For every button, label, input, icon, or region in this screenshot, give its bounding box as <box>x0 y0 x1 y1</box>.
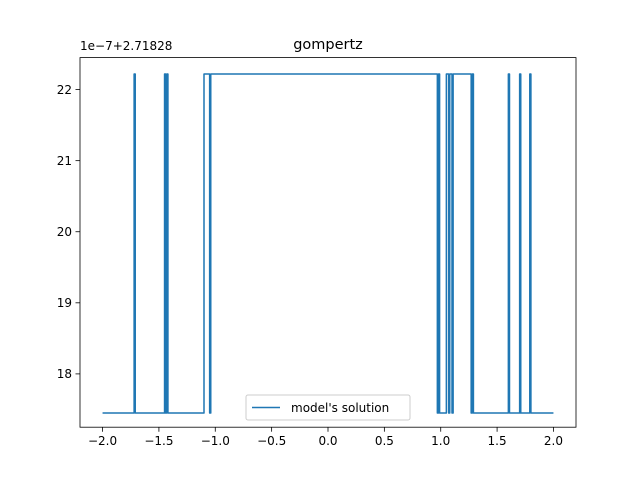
x-tick-label: −1.0 <box>201 434 230 448</box>
series-line-0 <box>102 73 554 414</box>
x-tick-label: 0.0 <box>318 434 337 448</box>
y-offset-label: 1e−7+2.71828 <box>80 39 172 53</box>
y-tick-label: 21 <box>57 154 72 168</box>
y-tick-label: 20 <box>57 225 72 239</box>
series-layer <box>102 73 554 414</box>
x-axis: −2.0 −1.5 −1.0 −0.5 0.0 0.5 1.0 1.5 2.0 <box>88 427 563 448</box>
x-tick-label: 1.0 <box>431 434 450 448</box>
legend-label: model's solution <box>291 401 389 415</box>
x-tick-label: −0.5 <box>257 434 286 448</box>
y-tick-label: 19 <box>57 296 72 310</box>
chart-title: gompertz <box>293 37 363 53</box>
x-tick-label: 2.0 <box>544 434 563 448</box>
x-tick-label: −2.0 <box>88 434 117 448</box>
plot-area <box>80 57 576 428</box>
x-tick-label: −1.5 <box>144 434 173 448</box>
y-tick-label: 18 <box>57 367 72 381</box>
y-axis: 18 19 20 21 22 <box>57 83 80 381</box>
x-tick-label: 0.5 <box>375 434 394 448</box>
y-tick-label: 22 <box>57 83 72 97</box>
legend: model's solution <box>245 394 411 421</box>
x-tick-label: 1.5 <box>488 434 507 448</box>
legend-box <box>245 394 411 421</box>
